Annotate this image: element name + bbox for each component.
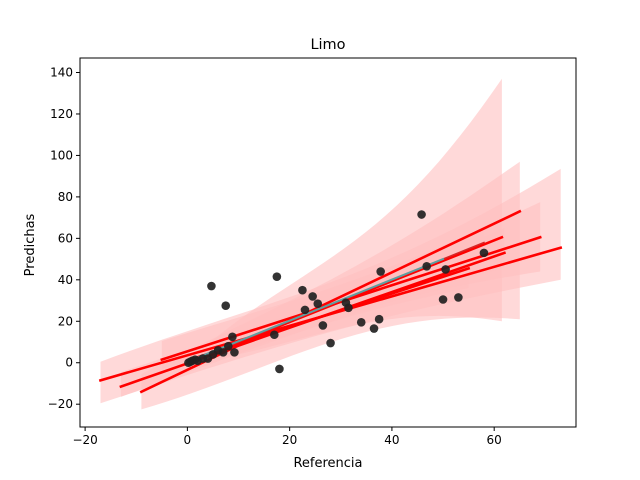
data-point <box>308 292 317 301</box>
y-tick-label: 20 <box>58 314 73 328</box>
data-point <box>300 305 310 315</box>
y-tick-label: 120 <box>50 107 73 121</box>
data-point <box>207 281 216 291</box>
data-point <box>438 295 448 304</box>
data-point <box>230 348 239 357</box>
data-point <box>344 303 353 313</box>
data-point <box>417 210 426 219</box>
data-point <box>313 299 323 308</box>
y-tick-label: 60 <box>58 231 73 245</box>
y-tick-label: −20 <box>48 397 73 411</box>
data-point <box>228 332 237 342</box>
regression-line-4 <box>160 235 542 362</box>
data-point <box>318 321 328 330</box>
x-tick-label: 20 <box>282 433 297 447</box>
data-point <box>270 330 279 340</box>
data-point <box>326 338 335 348</box>
y-tick-label: 140 <box>50 66 73 80</box>
y-tick-label: 0 <box>65 356 73 370</box>
y-axis-label: Predichas <box>23 213 38 276</box>
plot-content <box>98 78 563 410</box>
data-point <box>223 341 233 351</box>
y-tick-label: 100 <box>50 148 73 162</box>
y-tick-label: 80 <box>58 190 73 204</box>
data-point <box>221 301 231 311</box>
data-point <box>454 293 463 302</box>
data-point <box>422 262 431 271</box>
data-point <box>272 272 282 282</box>
x-tick-label: 0 <box>184 433 192 447</box>
axes: −20 0 20 40 60 −20 0 20 40 60 80 100 120 140 <box>48 57 577 447</box>
y-tick-label: 40 <box>58 273 73 287</box>
plot-frame <box>79 57 577 428</box>
data-point <box>376 267 385 276</box>
data-point <box>441 265 450 274</box>
data-point <box>369 324 379 333</box>
data-point <box>275 364 284 374</box>
x-tick-label: 60 <box>487 433 502 447</box>
plot-area <box>98 78 563 410</box>
chart-title: Limo <box>310 37 345 53</box>
data-point <box>356 318 366 327</box>
data-point <box>298 285 307 295</box>
data-point <box>218 348 228 357</box>
data-point <box>479 248 489 258</box>
regression-line-6 <box>185 266 471 363</box>
x-tick-label: −20 <box>72 433 97 447</box>
x-axis-label: Referencia <box>293 456 362 471</box>
x-tick-label: 40 <box>384 433 399 447</box>
data-point <box>374 314 384 324</box>
